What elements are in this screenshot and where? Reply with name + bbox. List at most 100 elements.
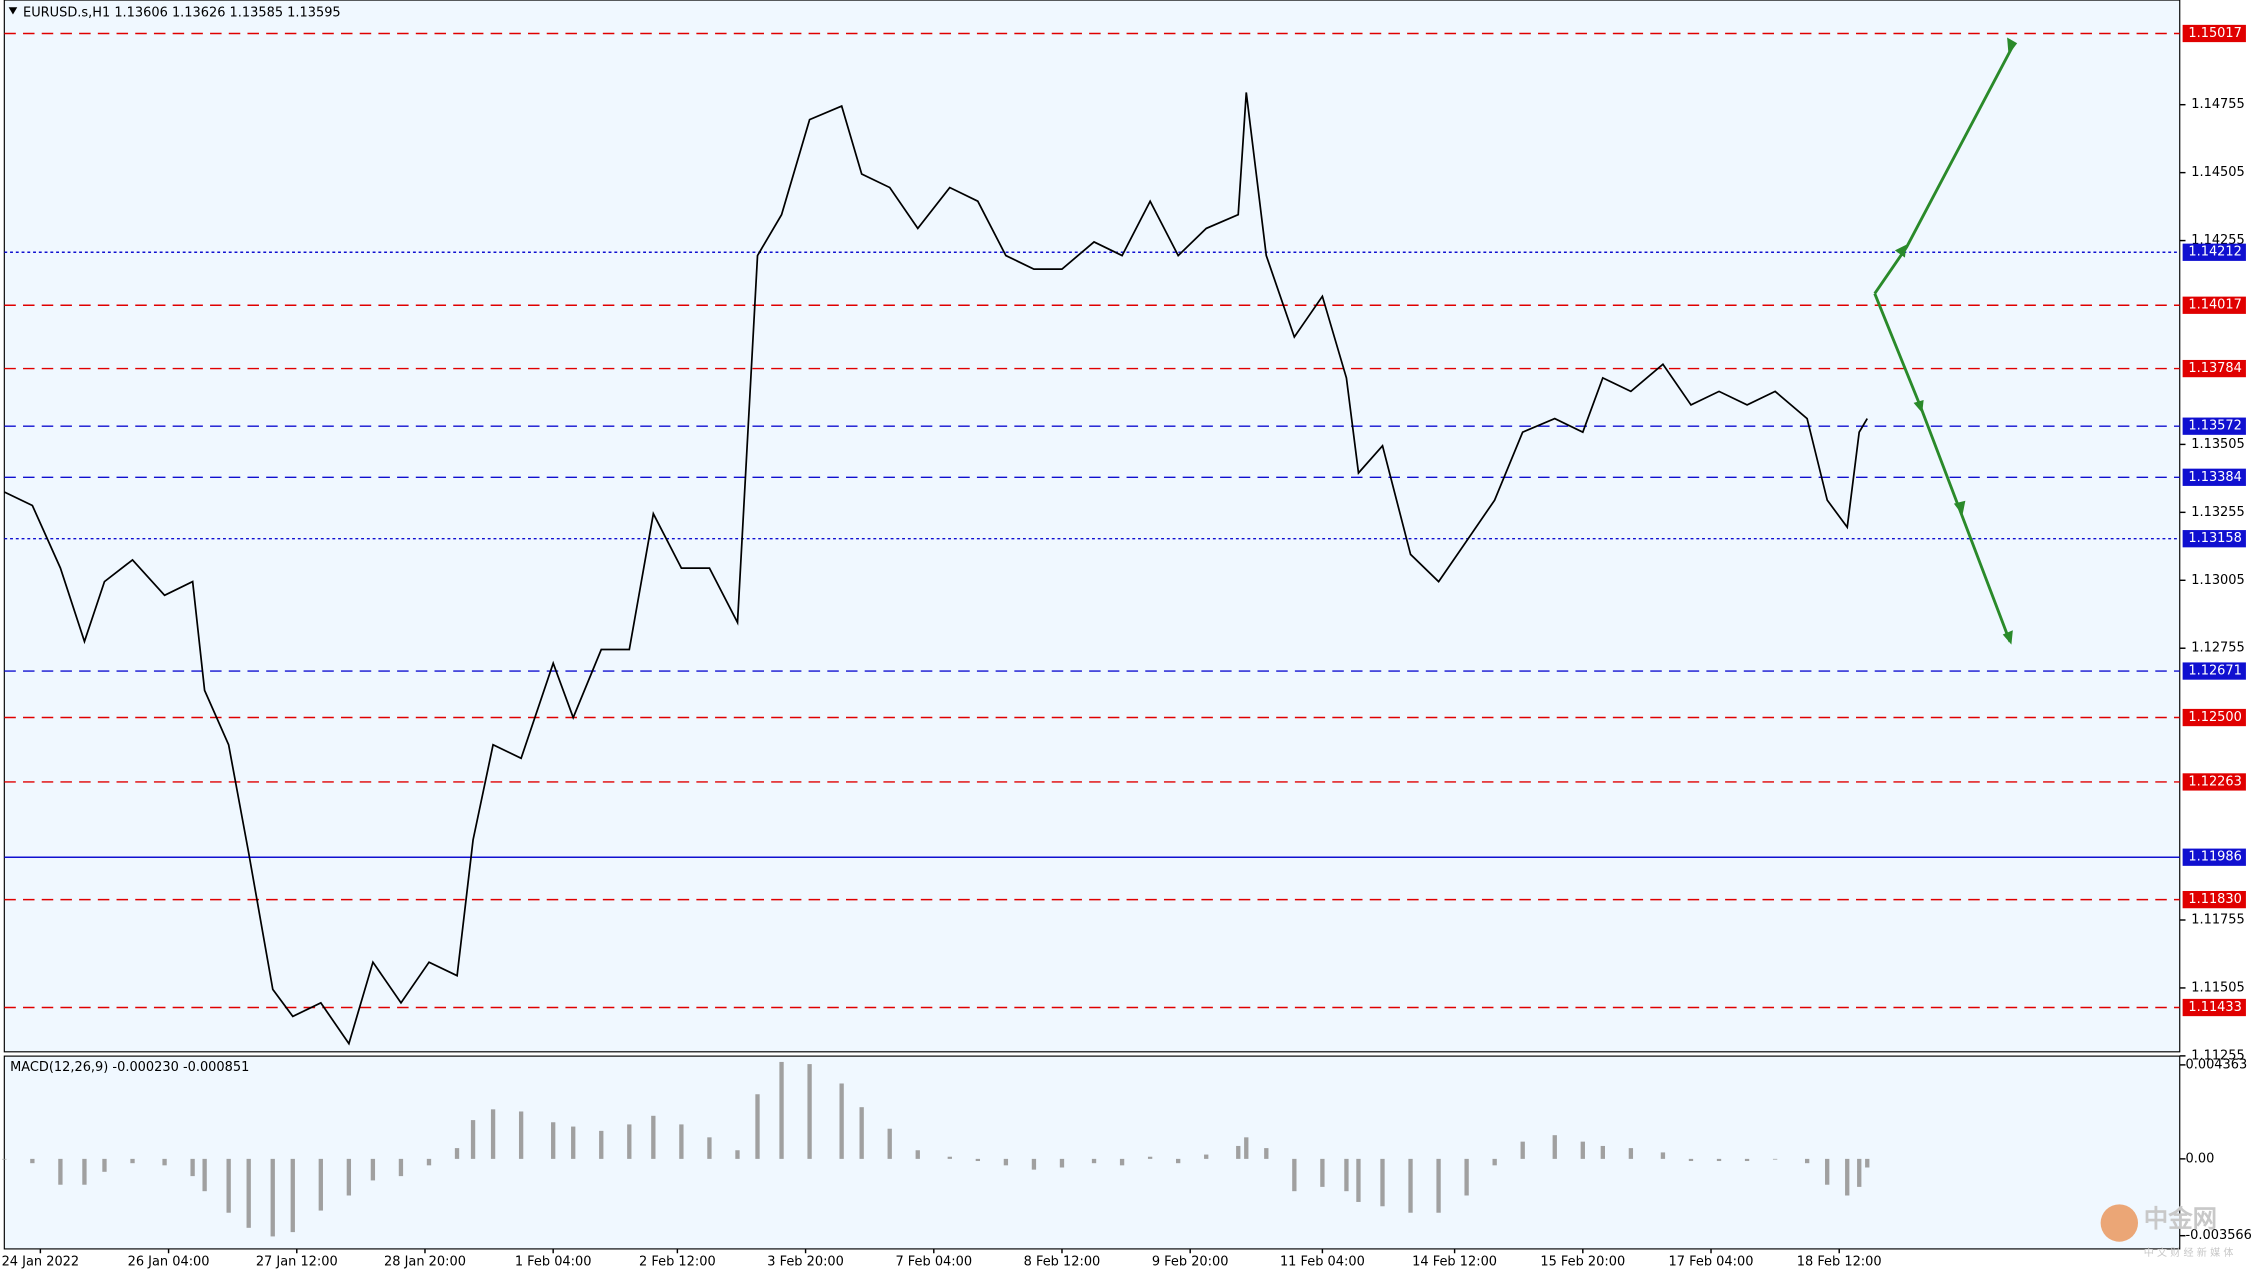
macd-bar — [1356, 1158, 1361, 1202]
macd-bar — [571, 1126, 576, 1159]
macd-bar — [246, 1158, 251, 1228]
level-label: 1.12671 — [2188, 664, 2242, 679]
macd-bar — [162, 1158, 167, 1166]
level-label-box — [2182, 998, 2246, 1017]
macd-bar — [1436, 1158, 1441, 1213]
price-line — [3, 92, 1868, 1046]
macd-bar — [1147, 1156, 1153, 1159]
level-label: 1.13384 — [2188, 470, 2242, 485]
y-tick-label: 1.11755 — [2191, 912, 2245, 927]
macd-bar — [290, 1158, 295, 1233]
macd-bar — [30, 1158, 35, 1164]
macd-bar — [1091, 1158, 1097, 1164]
level-label-box — [2182, 773, 2246, 791]
macd-bar — [1119, 1158, 1125, 1166]
macd-bar — [1804, 1158, 1810, 1164]
x-tick-label: 8 Feb 12:00 — [1024, 1254, 1101, 1269]
level-label-box — [2182, 296, 2246, 314]
y-tick-label: 1.13005 — [2191, 573, 2245, 588]
level-label: 1.12263 — [2188, 774, 2242, 789]
macd-bar — [1176, 1158, 1181, 1164]
macd-bar — [627, 1124, 632, 1159]
macd-bar — [190, 1158, 195, 1177]
level-label: 1.14017 — [2188, 298, 2242, 313]
macd-bar — [102, 1158, 107, 1172]
macd-bar — [915, 1150, 920, 1159]
macd-bar — [1003, 1158, 1009, 1166]
y-tick-label: 1.13505 — [2191, 437, 2245, 452]
macd-bar — [318, 1158, 323, 1211]
macd-y-tick-label: -0.003566 — [2186, 1228, 2252, 1243]
x-tick-label: 14 Feb 12:00 — [1412, 1254, 1497, 1269]
macd-bar — [975, 1158, 981, 1162]
macd-bar — [807, 1064, 812, 1159]
macd-bar — [490, 1109, 496, 1159]
y-tick-label: 1.14755 — [2191, 97, 2245, 112]
macd-bar — [1492, 1158, 1497, 1166]
level-label: 1.11830 — [2188, 892, 2242, 907]
macd-bar — [1660, 1152, 1666, 1159]
macd-bar — [1688, 1158, 1694, 1162]
watermark: 中金网 — [2144, 1204, 2217, 1233]
macd-bar — [1031, 1158, 1037, 1170]
watermark-sub: 中 文 财 经 新 媒 体 — [2144, 1246, 2234, 1259]
level-label: 1.13784 — [2188, 361, 2242, 376]
y-tick-label: 1.11505 — [2191, 980, 2245, 995]
macd-bar — [1204, 1154, 1209, 1159]
level-label-box — [2182, 662, 2246, 680]
x-tick-label: 2 Feb 12:00 — [639, 1254, 716, 1269]
macd-bar — [1628, 1148, 1634, 1159]
macd-bar — [1344, 1158, 1349, 1192]
level-label-box — [2182, 890, 2246, 909]
macd-bar — [270, 1158, 275, 1237]
macd-bar — [2, 1158, 7, 1160]
x-tick-label: 26 Jan 04:00 — [128, 1254, 210, 1269]
macd-bar — [887, 1128, 892, 1159]
macd-bar — [1320, 1158, 1325, 1187]
macd-bar — [551, 1122, 556, 1159]
macd-title: MACD(12,26,9) -0.000230 -0.000851 — [10, 1060, 249, 1075]
x-tick-label: 15 Feb 20:00 — [1540, 1254, 1625, 1269]
macd-bar — [735, 1150, 740, 1159]
macd-bar — [1744, 1158, 1750, 1162]
macd-bar — [1716, 1158, 1722, 1162]
watermark-logo — [2100, 1204, 2139, 1242]
macd-bar — [518, 1111, 524, 1159]
macd-bar — [1236, 1145, 1241, 1159]
level-label-box — [2182, 417, 2246, 435]
macd-bar — [1244, 1137, 1249, 1159]
macd-bar — [1380, 1158, 1385, 1207]
macd-bar — [202, 1158, 207, 1192]
symbol-icon — [8, 7, 18, 15]
macd-bar — [454, 1148, 460, 1159]
price-panel — [3, 0, 2181, 1053]
macd-bar — [1520, 1141, 1525, 1159]
level-label: 1.14212 — [2188, 245, 2242, 260]
macd-bar — [1772, 1158, 1778, 1160]
macd-bar — [707, 1137, 712, 1159]
macd-bar — [947, 1156, 952, 1159]
macd-bar — [1292, 1158, 1297, 1192]
level-label: 1.15017 — [2188, 26, 2242, 41]
y-tick-label: 1.14505 — [2191, 165, 2245, 180]
macd-bar — [1552, 1135, 1557, 1159]
chart-title: EURUSD.s,H1 1.13606 1.13626 1.13585 1.13… — [23, 6, 341, 21]
level-label: 1.11433 — [2188, 1000, 2242, 1015]
level-label: 1.13572 — [2188, 419, 2242, 434]
level-label-box — [2182, 359, 2246, 378]
macd-bar — [859, 1107, 864, 1159]
macd-bar — [839, 1083, 844, 1159]
x-tick-label: 24 Jan 2022 — [2, 1254, 80, 1269]
macd-bar — [1264, 1148, 1269, 1159]
macd-bar — [58, 1158, 63, 1185]
x-tick-label: 18 Feb 12:00 — [1797, 1254, 1882, 1269]
level-label: 1.11986 — [2188, 850, 2242, 865]
y-tick-label: 1.12755 — [2191, 641, 2245, 656]
macd-bar — [398, 1158, 404, 1177]
macd-bar — [370, 1158, 376, 1181]
x-tick-label: 17 Feb 04:00 — [1669, 1254, 1754, 1269]
macd-y-tick-label: 0.004363 — [2186, 1057, 2248, 1072]
level-label: 1.13158 — [2188, 531, 2242, 546]
